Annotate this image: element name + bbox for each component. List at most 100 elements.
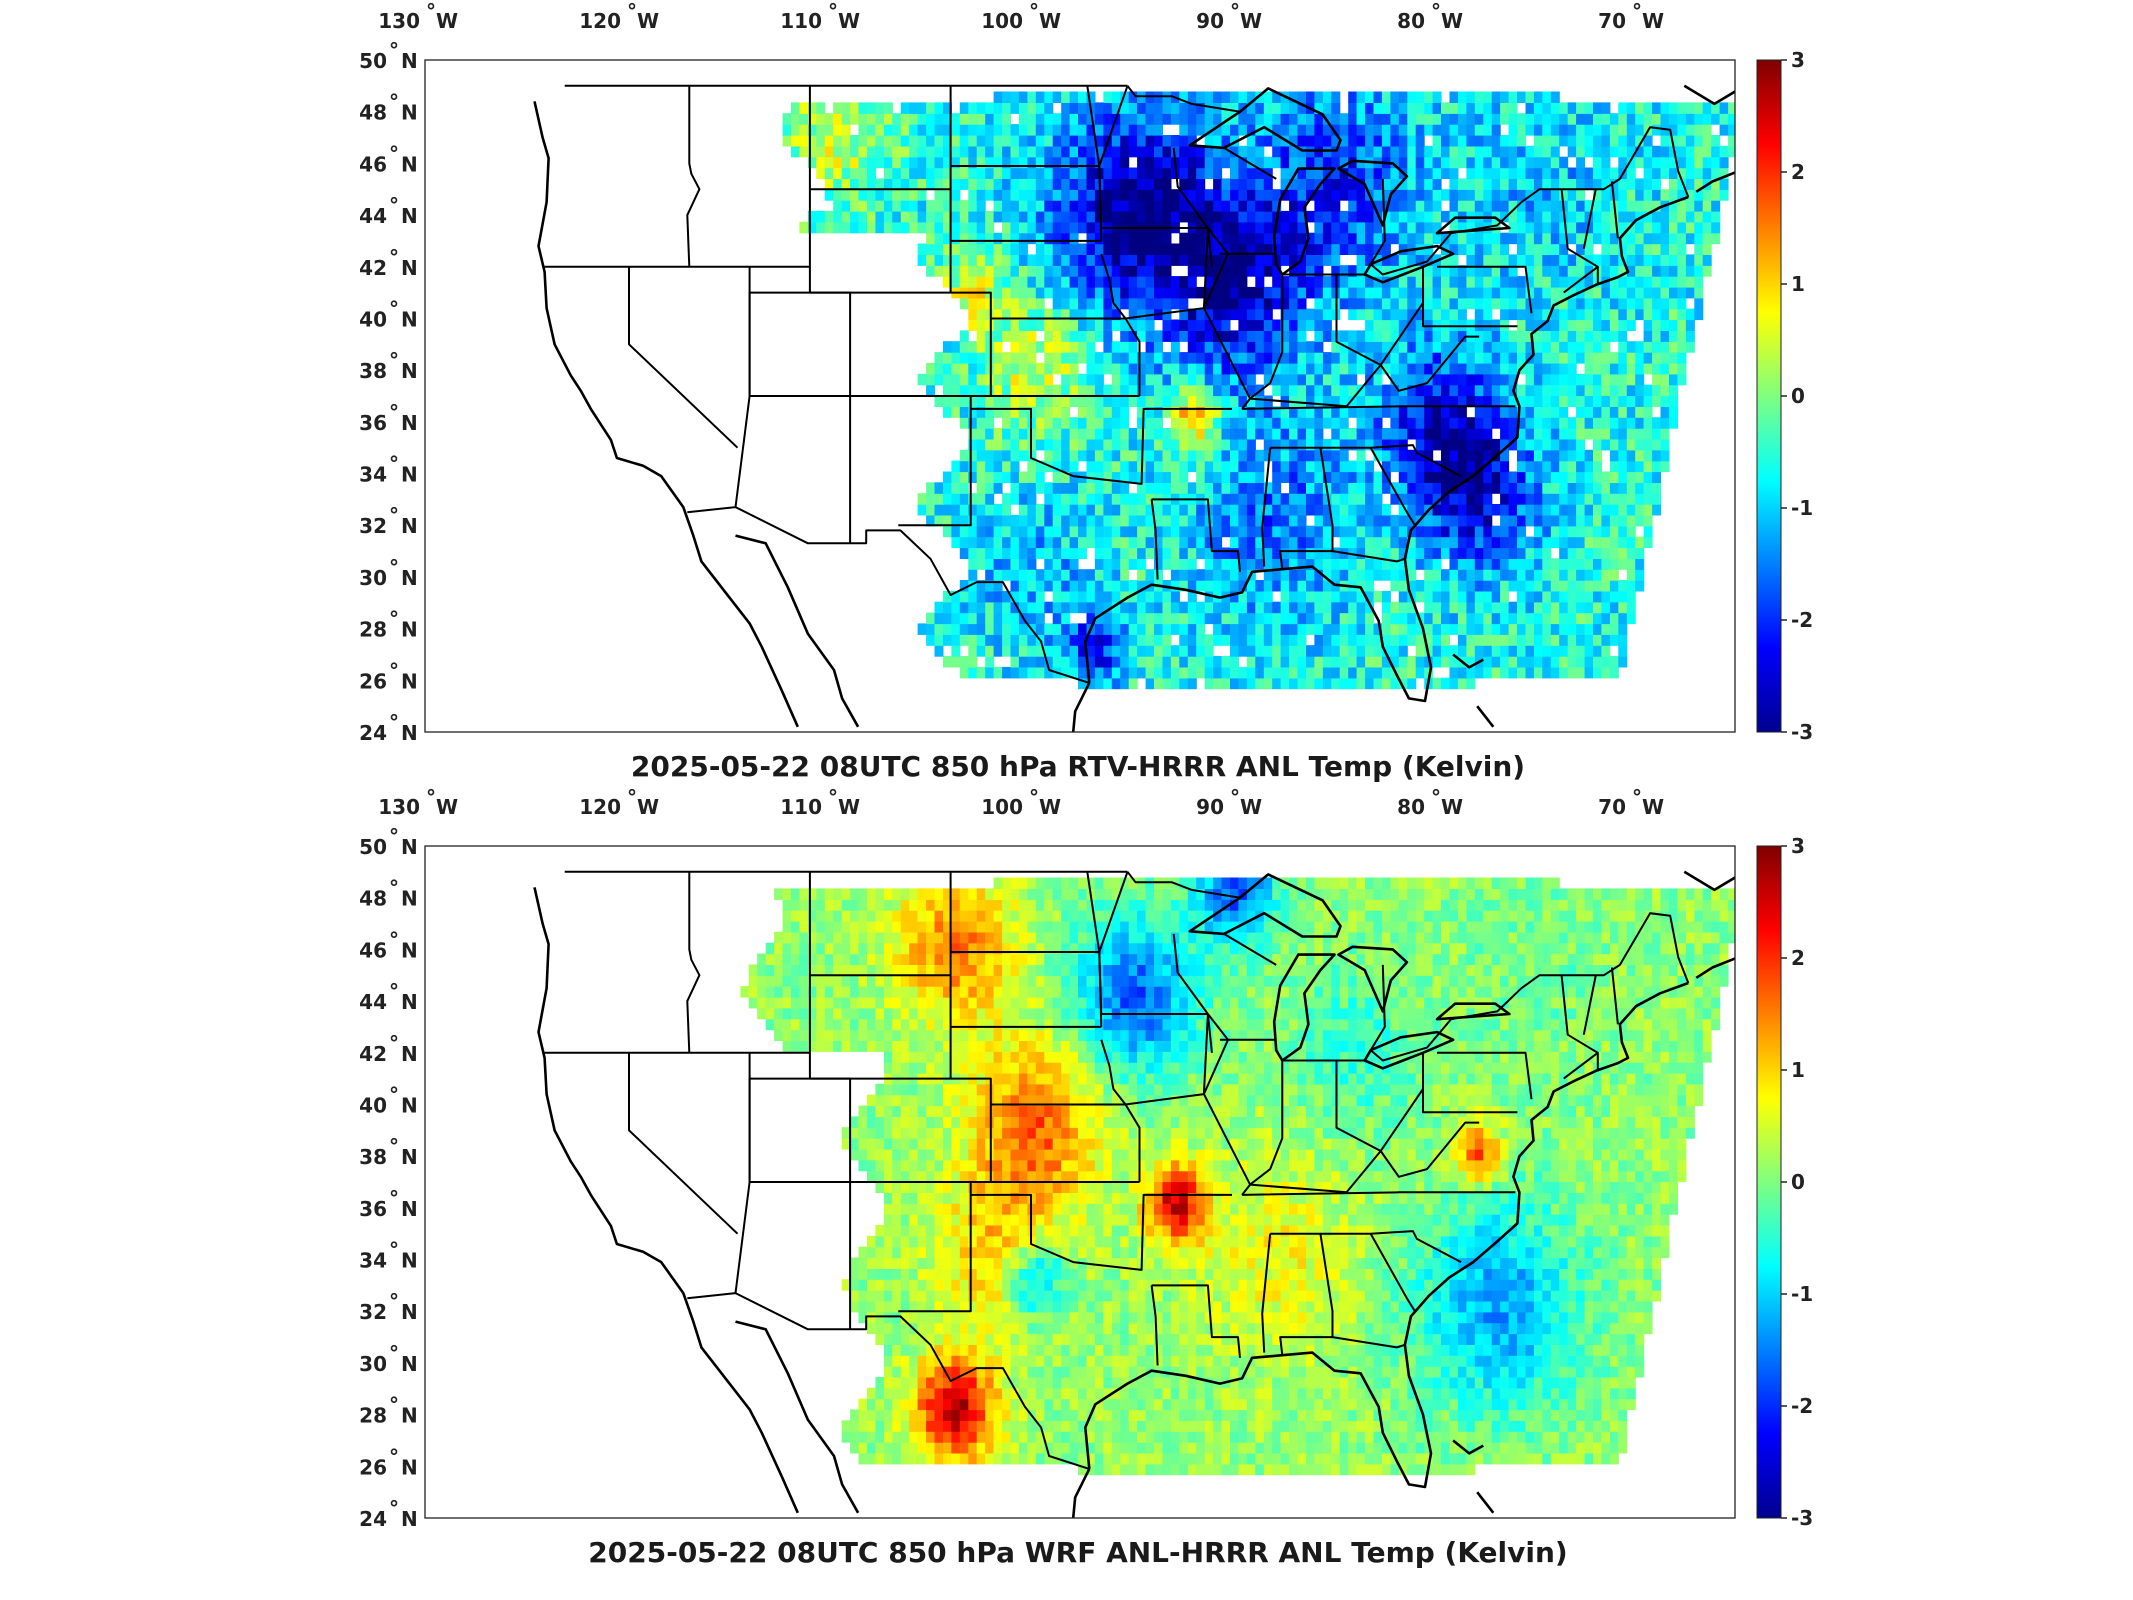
colorbar-tick-label: 0 <box>1791 384 1805 408</box>
svg-text:°: ° <box>627 0 637 23</box>
svg-text:N: N <box>401 49 418 73</box>
lat-tick-label: 28 ° N <box>359 1393 418 1428</box>
svg-text:110: 110 <box>780 9 822 33</box>
svg-text:W: W <box>1039 9 1061 33</box>
lat-tick-label: 50 ° N <box>359 38 418 73</box>
svg-text:°: ° <box>1632 0 1642 23</box>
lat-tick-label: 32 ° N <box>359 1289 418 1324</box>
svg-text:°: ° <box>389 555 399 579</box>
svg-text:70: 70 <box>1598 9 1626 33</box>
svg-text:N: N <box>401 101 418 125</box>
svg-text:N: N <box>401 721 418 745</box>
svg-text:N: N <box>401 411 418 435</box>
colorbar: 3 2 1 0 -1 -2 -3 <box>1756 48 1813 744</box>
lat-tick-label: 24 ° N <box>359 1496 418 1531</box>
svg-text:N: N <box>401 514 418 538</box>
colorbar-gradient <box>1756 845 1782 1519</box>
svg-text:°: ° <box>389 141 399 165</box>
lat-tick-label: 36 ° N <box>359 1186 418 1221</box>
lat-tick-label: 38 ° N <box>359 1134 418 1169</box>
svg-text:38: 38 <box>359 359 387 383</box>
colorbar-tick-label: -2 <box>1791 1394 1813 1418</box>
lat-tick-label: 30 ° N <box>359 555 418 590</box>
lat-tick-label: 26 ° N <box>359 658 418 693</box>
svg-text:°: ° <box>389 245 399 269</box>
panel-title: 2025-05-22 08UTC 850 hPa RTV-HRRR ANL Te… <box>631 750 1525 783</box>
svg-text:°: ° <box>389 503 399 527</box>
svg-text:W: W <box>436 9 458 33</box>
lat-tick-label: 32 ° N <box>359 503 418 538</box>
svg-text:N: N <box>401 463 418 487</box>
lon-tick-label: 130 ° W <box>378 0 458 33</box>
map-panel-rtv: 130 ° W 120 ° W 110 ° W 100 ° W 90 ° W 80 ° W 70 ° W50 ° N48 ° N… <box>359 0 1813 783</box>
svg-text:°: ° <box>389 658 399 682</box>
svg-text:°: ° <box>389 193 399 217</box>
lon-tick-label: 100 ° W <box>981 785 1061 819</box>
svg-text:°: ° <box>389 38 399 62</box>
colorbar-tick-label: -3 <box>1791 720 1813 744</box>
svg-text:W: W <box>1441 9 1463 33</box>
svg-text:°: ° <box>389 348 399 372</box>
svg-text:44: 44 <box>359 204 387 228</box>
colorbar-tick-label: 2 <box>1791 160 1805 184</box>
colorbar: 3 2 1 0 -1 -2 -3 <box>1756 834 1813 1530</box>
lat-tick-label: 40 ° N <box>359 296 418 331</box>
lon-tick-label: 120 ° W <box>579 0 659 33</box>
colorbar-tick-label: 2 <box>1791 946 1805 970</box>
svg-text:N: N <box>401 307 418 331</box>
lat-tick-label: 44 ° N <box>359 193 418 228</box>
lat-tick-label: 34 ° N <box>359 1238 418 1273</box>
svg-text:46: 46 <box>359 152 387 176</box>
svg-text:32: 32 <box>359 514 387 538</box>
colorbar-gradient <box>1756 59 1782 733</box>
lat-tick-label: 42 ° N <box>359 1031 418 1066</box>
lat-tick-label: 50 ° N <box>359 824 418 859</box>
colorbar-tick-label: 1 <box>1791 272 1805 296</box>
svg-text:°: ° <box>389 607 399 631</box>
lon-tick-label: 110 ° W <box>780 0 860 33</box>
svg-text:30: 30 <box>359 566 387 590</box>
lat-tick-label: 34 ° N <box>359 452 418 487</box>
map-outlines <box>533 870 1735 1518</box>
svg-text:90: 90 <box>1196 9 1224 33</box>
svg-text:W: W <box>1240 9 1262 33</box>
svg-text:°: ° <box>1029 0 1039 23</box>
svg-text:26: 26 <box>359 669 387 693</box>
svg-text:36: 36 <box>359 411 387 435</box>
svg-text:°: ° <box>389 452 399 476</box>
svg-text:34: 34 <box>359 463 387 487</box>
svg-text:N: N <box>401 359 418 383</box>
svg-text:N: N <box>401 618 418 642</box>
svg-text:°: ° <box>828 0 838 23</box>
lat-tick-label: 24 ° N <box>359 710 418 745</box>
svg-text:N: N <box>401 152 418 176</box>
lat-tick-label: 48 ° N <box>359 876 418 911</box>
svg-text:N: N <box>401 256 418 280</box>
lat-tick-label: 28 ° N <box>359 607 418 642</box>
svg-text:130: 130 <box>378 9 420 33</box>
svg-text:°: ° <box>389 90 399 114</box>
colorbar-tick-label: -3 <box>1791 1506 1813 1530</box>
svg-text:24: 24 <box>359 721 387 745</box>
svg-text:°: ° <box>389 710 399 734</box>
lon-tick-label: 70 ° W <box>1598 0 1664 33</box>
panel-title: 2025-05-22 08UTC 850 hPa WRF ANL-HRRR AN… <box>588 1536 1567 1569</box>
svg-text:28: 28 <box>359 618 387 642</box>
svg-text:N: N <box>401 566 418 590</box>
svg-text:120: 120 <box>579 9 621 33</box>
colorbar-tick-label: -1 <box>1791 496 1813 520</box>
lat-tick-label: 42 ° N <box>359 245 418 280</box>
svg-text:W: W <box>1642 9 1664 33</box>
svg-text:40: 40 <box>359 307 387 331</box>
lon-tick-label: 90 ° W <box>1196 785 1262 819</box>
colorbar-tick-label: 1 <box>1791 1058 1805 1082</box>
map-panel-wrf: 130 ° W 120 ° W 110 ° W 100 ° W 90 ° W 80 ° W 70 ° W 50 ° N 48 ° N… <box>359 785 1813 1569</box>
lat-tick-label: 46 ° N <box>359 927 418 962</box>
svg-text:80: 80 <box>1397 9 1425 33</box>
colorbar-tick-label: -2 <box>1791 608 1813 632</box>
lon-tick-label: 100 ° W <box>981 0 1061 33</box>
colorbar-tick-label: -1 <box>1791 1282 1813 1306</box>
lon-tick-label: 110 ° W <box>780 785 860 819</box>
svg-text:N: N <box>401 669 418 693</box>
